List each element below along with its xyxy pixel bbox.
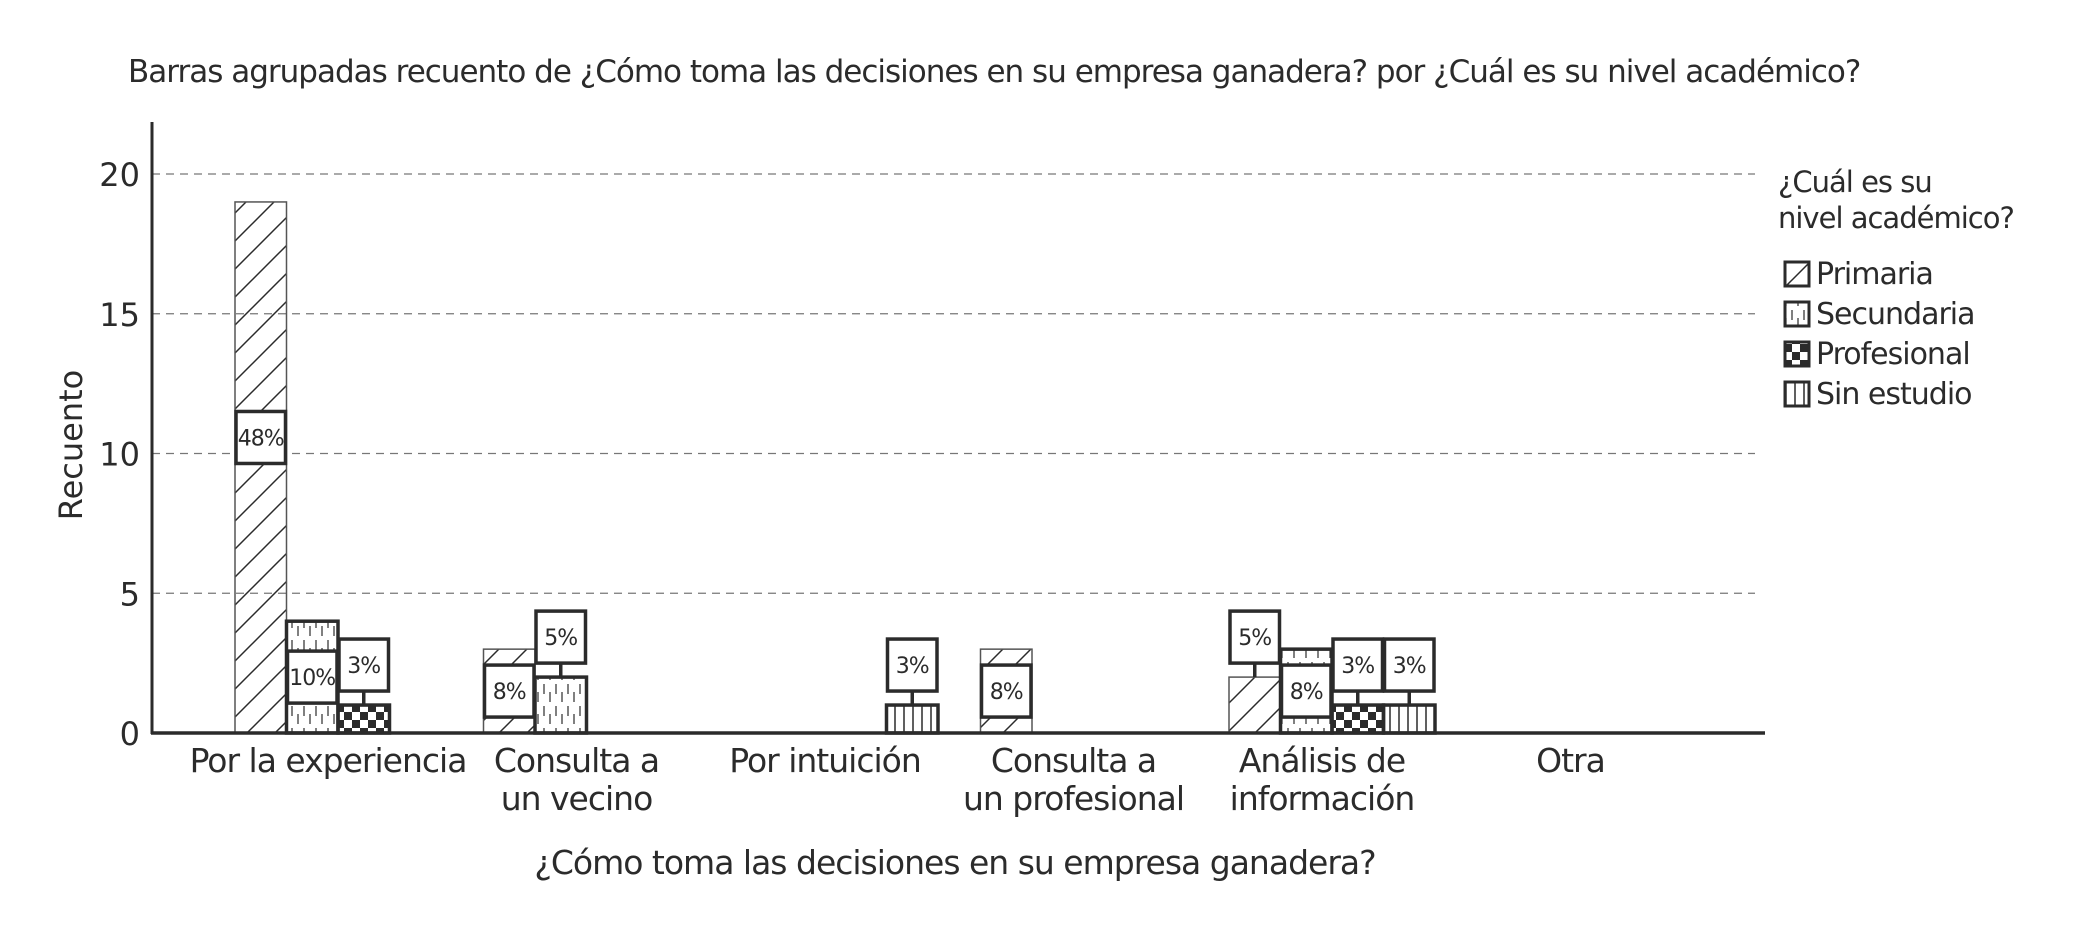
legend-label: Sin estudio [1816,377,1972,412]
legend-title: ¿Cuál es su [1778,165,1932,199]
x-tick-label: Análisis de [1239,741,1405,780]
bar-profesional [336,703,392,735]
data-label: 5% [544,626,577,651]
data-label-box [285,649,339,705]
data-label-box [885,637,939,693]
x-axis-label: ¿Cómo toma las decisiones en su empresa … [534,843,1375,882]
legend-swatch-vertical [1783,380,1811,408]
data-label-box [1331,637,1385,693]
legend-label: Primaria [1816,257,1933,292]
bar-sin-estudio [1381,703,1437,735]
legend-swatch-dashed-vertical [1783,300,1811,328]
data-label-box [482,663,536,719]
data-label: 48% [238,426,284,451]
y-tick-label: 15 [99,296,140,334]
legend-swatch-checker [1783,340,1811,368]
data-label-box [1279,663,1333,719]
chart-title: Barras agrupadas recuento de ¿Cómo toma … [128,54,1860,90]
data-label: 3% [347,654,380,679]
x-tick-label: Por la experiencia [190,741,467,780]
legend-label: Secundaria [1816,297,1975,332]
bar-secundaria [533,675,589,735]
data-label-box [337,637,391,693]
legend-title: nivel académico? [1778,201,2014,235]
data-label: 5% [1238,626,1271,651]
data-label: 3% [1341,654,1374,679]
y-axis-label: Recuento [52,370,90,520]
x-tick-label: Consulta a [494,741,659,780]
data-label: 8% [990,680,1023,705]
data-label-box [1228,609,1282,665]
legend-label: Profesional [1816,337,1970,372]
x-tick-label: Consulta a [991,741,1156,780]
bar-profesional [1330,703,1386,735]
data-label: 8% [493,680,526,705]
y-tick-label: 0 [120,715,140,753]
bars: 48% 10% 3% 8% 5% 3% 8% 5% 8% 3% 3% [234,201,1437,735]
data-label: 3% [1393,654,1426,679]
data-label-box [979,663,1033,719]
x-tick-label: un profesional [963,779,1184,818]
data-label-box [234,409,288,466]
y-tick-label: 10 [99,436,140,474]
data-label-box [1382,637,1436,693]
legend-swatch-diagonal [1783,260,1811,288]
gridlines [152,173,1755,594]
y-tick-label: 5 [120,575,140,613]
x-tick-label: Por intuición [729,741,921,780]
x-tick-label: información [1230,779,1415,818]
data-label: 8% [1290,680,1323,705]
x-tick-label: un vecino [501,779,653,818]
x-tick-labels: Por la experiencia Consulta aun vecinoPor… [190,741,1606,818]
data-label: 3% [896,654,929,679]
data-label-box [534,609,588,665]
y-tick-labels: 0 5 10 15 20 [99,156,140,753]
y-tick-label: 20 [99,156,140,194]
data-label: 10% [289,666,335,691]
x-tick-label: Otra [1536,741,1605,780]
bar-primaria [234,201,288,734]
bar-primaria [1228,676,1282,734]
bar-sin-estudio [884,703,940,735]
